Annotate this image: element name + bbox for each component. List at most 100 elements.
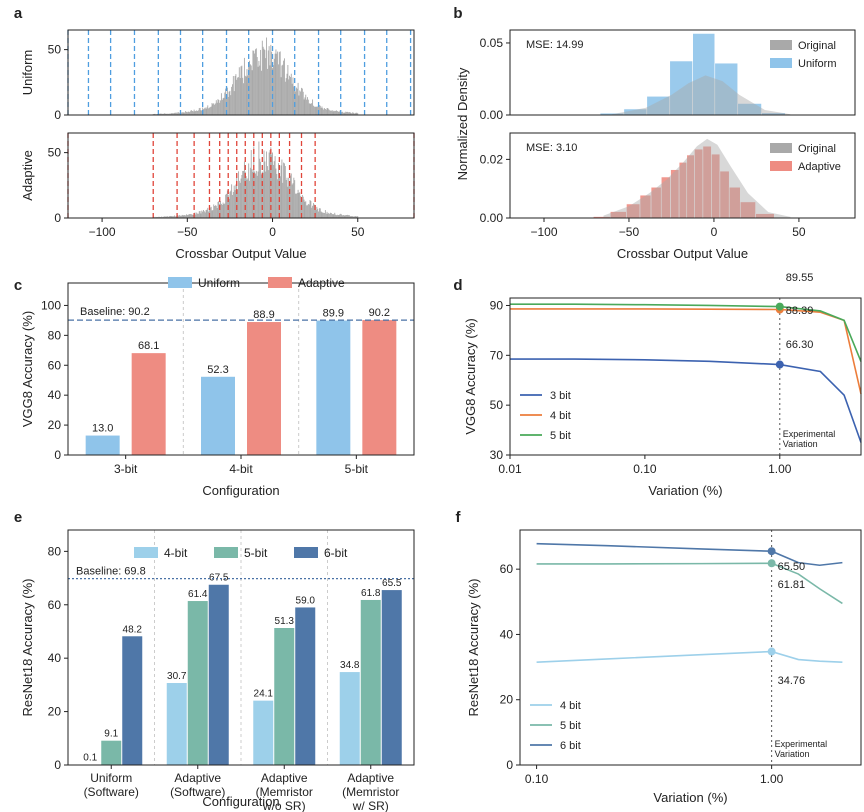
marker-value-label: 34.76 xyxy=(778,675,806,687)
bar xyxy=(166,683,187,765)
y-tick-label: 0 xyxy=(54,758,61,772)
panel-b: b 0.00 0.05 MSE: 14.99 Original Uniform 0.00 0.… xyxy=(453,5,856,261)
x-tick-label: −50 xyxy=(177,225,198,239)
legend-label: Adaptive xyxy=(798,161,841,173)
marker-point xyxy=(775,302,784,311)
series-line xyxy=(510,303,862,362)
legend-swatch xyxy=(168,277,192,288)
y-tick-label: 50 xyxy=(490,398,504,412)
x-tick-label: 0 xyxy=(711,225,718,239)
x-tick-label: 4-bit xyxy=(229,462,253,476)
bar xyxy=(295,607,316,765)
series-line xyxy=(510,308,862,395)
y-tick-label: 40 xyxy=(48,388,62,402)
x-tick-label: −50 xyxy=(619,225,640,239)
y-tick-label: 100 xyxy=(41,298,61,312)
baseline-label: Baseline: 69.8 xyxy=(76,566,146,578)
original-density-area xyxy=(603,138,791,218)
data-label: 88.9 xyxy=(253,309,274,321)
experimental-label: Experimental xyxy=(775,739,828,749)
marker-point xyxy=(767,647,776,656)
axes-frame-a-top xyxy=(67,29,415,116)
panel-e: e0.19.148.2Uniform(Software)30.761.467.5… xyxy=(14,509,415,812)
y-tick-label: 0.05 xyxy=(480,36,504,50)
legend-label: 5 bit xyxy=(560,720,581,732)
x-tick-label: w/o SR) xyxy=(262,799,306,812)
x-tick-label: (Software) xyxy=(170,785,225,799)
axes-frame-a-bottom xyxy=(67,132,415,219)
y-tick-label: 0 xyxy=(54,108,61,122)
x-tick-label: −100 xyxy=(89,225,116,239)
baseline-label: Baseline: 90.2 xyxy=(80,306,150,318)
data-label: 65.5 xyxy=(382,578,402,589)
x-tick-label: −100 xyxy=(530,225,557,239)
bar xyxy=(208,584,229,765)
panel-label-a: a xyxy=(14,5,23,22)
legend-swatch-original xyxy=(770,40,792,50)
bar xyxy=(201,376,235,455)
x-tick-label: w/ SR) xyxy=(352,799,389,812)
legend-label: Uniform xyxy=(198,276,240,290)
legend-label: 3 bit xyxy=(550,390,571,402)
x-axis-label: Configuration xyxy=(202,483,279,498)
y-tick-label: 60 xyxy=(500,562,514,576)
original-density-area xyxy=(611,75,791,115)
data-label: 13.0 xyxy=(92,423,113,435)
y-tick-label: 80 xyxy=(48,544,62,558)
data-label: 68.1 xyxy=(138,340,159,352)
y-tick-label: 60 xyxy=(48,358,62,372)
bar xyxy=(187,601,208,765)
x-tick-label: 0 xyxy=(269,225,276,239)
legend-swatch xyxy=(214,547,238,558)
marker-value-label: 66.30 xyxy=(786,339,814,351)
mse-annotation: MSE: 14.99 xyxy=(526,39,583,51)
bar xyxy=(381,590,402,765)
legend-swatch-series xyxy=(770,161,792,171)
legend-label: 6 bit xyxy=(560,740,581,752)
x-tick-label: Uniform xyxy=(90,771,132,785)
bar xyxy=(247,322,281,455)
data-label: 61.4 xyxy=(188,589,208,600)
y-tick-label: 30 xyxy=(490,448,504,462)
bar xyxy=(85,435,120,455)
axes-frame-f xyxy=(519,529,862,766)
data-label: 52.3 xyxy=(207,364,228,376)
legend-label: 4 bit xyxy=(550,410,571,422)
y-tick-label: 40 xyxy=(48,651,62,665)
y-tick-label: 20 xyxy=(48,705,62,719)
data-label: 67.5 xyxy=(209,573,229,584)
y-tick-label: 0.02 xyxy=(480,152,504,166)
legend-label: 4 bit xyxy=(560,700,581,712)
y-axis-label: VGG8 Accuracy (%) xyxy=(463,318,478,434)
y-tick-label: 90 xyxy=(490,298,504,312)
data-label: 48.2 xyxy=(123,624,143,635)
legend-label: 6-bit xyxy=(324,546,348,560)
y-tick-label: 0 xyxy=(54,448,61,462)
y-axis-label: Adaptive xyxy=(20,150,35,201)
y-tick-label: 0.00 xyxy=(480,211,504,225)
legend-swatch-series xyxy=(770,58,792,68)
x-axis-label: Crossbar Output Value xyxy=(175,246,306,261)
experimental-label: Variation xyxy=(783,439,818,449)
x-tick-label: 1.00 xyxy=(768,462,792,476)
data-label: 89.9 xyxy=(323,308,344,320)
x-tick-label: 5-bit xyxy=(345,462,369,476)
bar xyxy=(360,599,381,765)
x-tick-label: Adaptive xyxy=(174,771,221,785)
bar xyxy=(101,740,122,765)
panel-label-f: f xyxy=(456,509,462,526)
data-label: 51.3 xyxy=(275,616,295,627)
x-axis-label: Configuration xyxy=(202,794,279,809)
y-tick-label: 0 xyxy=(54,211,61,225)
bar xyxy=(362,320,397,455)
marker-point xyxy=(775,360,784,369)
y-tick-label: 0.00 xyxy=(480,108,504,122)
legend-label: 4-bit xyxy=(164,546,188,560)
y-axis-label: Uniform xyxy=(20,50,35,96)
bar xyxy=(339,672,360,765)
marker-point xyxy=(767,559,776,568)
axes-frame-e xyxy=(67,529,415,766)
legend-swatch xyxy=(268,277,292,288)
